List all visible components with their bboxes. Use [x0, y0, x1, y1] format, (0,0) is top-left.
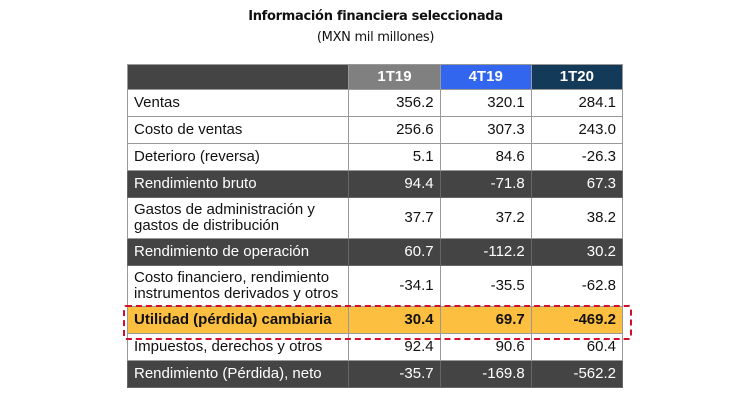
header-1t19: 1T19 — [348, 64, 441, 90]
row-label: Utilidad (pérdida) cambiaria — [126, 306, 350, 334]
table-row: Costo de ventas 256.6 307.3 243.0 — [126, 116, 624, 144]
row-label: Costo financiero, rendimiento instrument… — [126, 265, 350, 307]
header-1t20: 1T20 — [530, 64, 624, 90]
row-label: Gastos de administración y gastos de dis… — [126, 197, 350, 239]
row-value-4t19: 320.1 — [439, 89, 532, 117]
row-value-1t20: 67.3 — [530, 170, 624, 198]
row-value-4t19: 84.6 — [439, 143, 532, 171]
table-row: Rendimiento bruto 94.4 -71.8 67.3 — [126, 170, 624, 198]
table-row: Gastos de administración y gastos de dis… — [126, 197, 624, 239]
row-value-1t19: 256.6 — [348, 116, 441, 144]
header-4t19: 4T19 — [439, 64, 532, 90]
row-value-1t19: -34.1 — [348, 265, 441, 307]
row-label: Deterioro (reversa) — [126, 143, 350, 171]
row-label: Ventas — [126, 89, 350, 117]
table-row: Deterioro (reversa) 5.1 84.6 -26.3 — [126, 143, 624, 171]
row-label: Rendimiento bruto — [126, 170, 350, 198]
financial-table: 1T19 4T19 1T20 Ventas 356.2 320.1 284.1 Cost… — [126, 64, 624, 388]
row-value-4t19: 37.2 — [439, 197, 532, 239]
table-subtitle: (MXN mil millones) — [316, 30, 435, 45]
row-value-4t19: -112.2 — [439, 238, 532, 266]
row-value-1t20: 284.1 — [530, 89, 624, 117]
table-row: Impuestos, derechos y otros 92.4 90.6 60.4 — [126, 333, 624, 361]
table-row: Costo financiero, rendimiento instrument… — [126, 265, 624, 307]
row-value-1t20: 60.4 — [530, 333, 624, 361]
table-row: Rendimiento de operación 60.7 -112.2 30.2 — [126, 238, 624, 266]
row-value-1t19: 5.1 — [348, 143, 441, 171]
highlight-dashed-box — [123, 305, 632, 340]
row-value-4t19: -71.8 — [439, 170, 532, 198]
row-value-4t19: 90.6 — [439, 333, 532, 361]
row-value-1t19: 60.7 — [348, 238, 441, 266]
table-row: Ventas 356.2 320.1 284.1 — [126, 89, 624, 117]
table-row: Utilidad (pérdida) cambiaria 30.4 69.7 -469… — [126, 306, 624, 334]
row-value-1t20: -562.2 — [530, 360, 624, 388]
row-value-1t19: -35.7 — [348, 360, 441, 388]
row-value-4t19: -35.5 — [439, 265, 532, 307]
table-row: Rendimiento (Pérdida), neto -35.7 -169.8 -5… — [126, 360, 624, 388]
table-title: Información financiera seleccionada — [248, 9, 503, 24]
row-label: Rendimiento (Pérdida), neto — [126, 360, 350, 388]
header-row: 1T19 4T19 1T20 — [126, 64, 624, 90]
row-value-1t19: 94.4 — [348, 170, 441, 198]
row-label: Rendimiento de operación — [126, 238, 350, 266]
row-value-1t20: 38.2 — [530, 197, 624, 239]
row-value-4t19: 307.3 — [439, 116, 532, 144]
row-value-4t19: -169.8 — [439, 360, 532, 388]
row-value-1t19: 37.7 — [348, 197, 441, 239]
row-value-1t20: -26.3 — [530, 143, 624, 171]
header-blank — [126, 64, 350, 90]
row-value-1t20: -62.8 — [530, 265, 624, 307]
row-label: Impuestos, derechos y otros — [126, 333, 350, 361]
row-value-1t19: 356.2 — [348, 89, 441, 117]
row-label: Costo de ventas — [126, 116, 350, 144]
row-value-1t20: 30.2 — [530, 238, 624, 266]
row-value-1t20: 243.0 — [530, 116, 624, 144]
